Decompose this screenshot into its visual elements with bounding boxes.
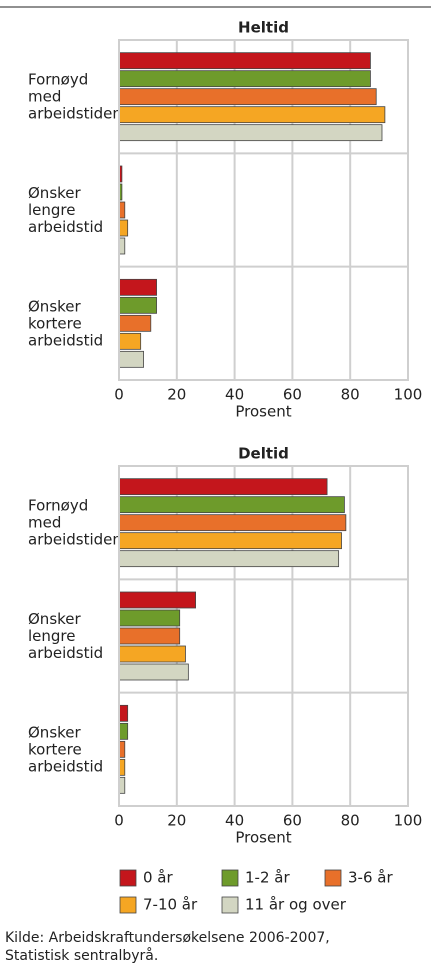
chart-title: Heltid	[238, 19, 289, 37]
legend-swatch	[221, 896, 239, 914]
x-tick-label: 80	[341, 386, 360, 404]
category-label: Ønsker lengre arbeidstid	[28, 184, 103, 236]
category-label: Ønsker kortere arbeidstid	[28, 723, 103, 775]
category-label: Ønsker kortere arbeidstid	[28, 297, 103, 349]
source-note: Kilde: Arbeidskraftundersøkelsene 2006-2…	[5, 930, 330, 946]
bar	[118, 314, 152, 332]
bar	[118, 296, 157, 314]
x-tick-label: 100	[394, 812, 423, 830]
legend-label: 7-10 år	[143, 896, 198, 914]
bar	[118, 52, 371, 70]
bar	[118, 278, 157, 296]
plot-frame	[118, 465, 409, 807]
x-tick-label: 40	[225, 812, 244, 830]
bar	[118, 496, 345, 514]
legend-swatch	[119, 869, 137, 887]
x-tick-label: 40	[225, 386, 244, 404]
category-label: Ønsker lengre arbeidstid	[28, 610, 103, 662]
bar	[118, 88, 377, 106]
x-tick-label: 80	[341, 812, 360, 830]
source-note: Statistisk sentralbyrå.	[5, 947, 158, 964]
plot-frame	[118, 39, 409, 381]
legend-label: 11 år og over	[245, 896, 347, 914]
category-label: Fornøyd med arbeidstiden	[28, 496, 122, 548]
bar	[118, 219, 129, 237]
legend-swatch	[119, 896, 137, 914]
bar	[118, 645, 186, 663]
bar	[118, 609, 181, 627]
bar	[118, 478, 328, 496]
bar	[118, 532, 342, 550]
x-tick-label: 100	[394, 386, 423, 404]
bar	[118, 550, 340, 568]
x-axis-label: Prosent	[235, 829, 291, 847]
legend-swatch	[324, 869, 342, 887]
bar	[118, 350, 144, 368]
bar	[118, 70, 371, 88]
bar	[118, 106, 386, 124]
x-tick-label: 20	[167, 386, 186, 404]
bar	[118, 663, 189, 681]
x-tick-label: 0	[114, 812, 124, 830]
bar	[118, 591, 196, 609]
legend-label: 3-6 år	[348, 869, 393, 887]
category-label: Fornøyd med arbeidstiden	[28, 70, 122, 122]
chart-title: Deltid	[238, 445, 289, 463]
x-tick-label: 0	[114, 386, 124, 404]
x-tick-label: 20	[167, 812, 186, 830]
bar	[118, 124, 383, 142]
legend-swatch	[221, 869, 239, 887]
bar	[118, 627, 181, 645]
bar	[118, 514, 347, 532]
bar	[118, 332, 142, 350]
bar	[118, 704, 129, 722]
x-tick-label: 60	[283, 386, 302, 404]
x-axis-label: Prosent	[235, 403, 291, 421]
legend-label: 0 år	[143, 869, 174, 887]
bar	[118, 722, 129, 740]
legend-label: 1-2 år	[245, 869, 290, 887]
x-tick-label: 60	[283, 812, 302, 830]
